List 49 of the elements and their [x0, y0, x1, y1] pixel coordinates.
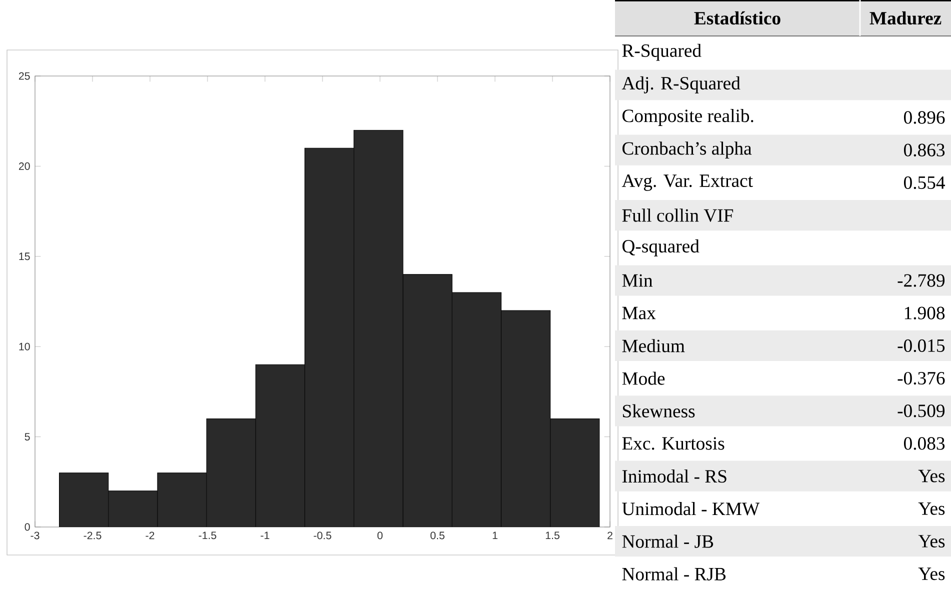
text: 0.863	[904, 144, 945, 156]
x-tick-label: 0.5	[430, 532, 444, 540]
text: 0.554	[904, 176, 946, 190]
x-tick-label: 0	[377, 532, 383, 540]
category-label: Q-squared	[622, 239, 700, 256]
category-label: Composite realib.	[622, 109, 754, 126]
x-tick-label: -2.5	[84, 532, 102, 540]
text: -2.789	[898, 274, 945, 287]
category-label: Adj. R-Squared	[622, 76, 740, 94]
x-tick-label: 1.5	[546, 532, 560, 540]
y-tick-label: 20	[18, 162, 30, 170]
category-label: Cronbach’s alpha	[622, 142, 752, 159]
y-tick-label: 5	[24, 433, 30, 441]
text: -0.015	[898, 339, 945, 352]
x-tick-label: -1.5	[198, 532, 216, 540]
category-label: Normal - RJB	[622, 567, 726, 580]
y-tick-label: 0	[24, 523, 30, 531]
text: Madurez	[870, 11, 942, 25]
text: Yes	[918, 535, 945, 548]
text: Yes	[918, 568, 945, 580]
category-label: Inimodal - RS	[622, 470, 726, 483]
text: 1.908	[904, 306, 945, 320]
category-label: Normal - JB	[622, 534, 714, 548]
text: Yes	[918, 502, 945, 515]
y-tick-label: 25	[18, 72, 30, 80]
text: Yes	[918, 470, 945, 482]
category-label: Max	[622, 306, 656, 320]
x-tick-label: -0.5	[314, 532, 332, 540]
category-label: Min	[622, 274, 653, 287]
category-label: Unimodal - KMW	[622, 502, 760, 516]
category-label: Mode	[622, 372, 665, 385]
text: -0.376	[898, 372, 945, 385]
category-label: Skewness	[622, 404, 695, 418]
text: -0.509	[898, 404, 945, 418]
text: 0.083	[904, 437, 945, 450]
y-tick-label: 15	[19, 252, 30, 260]
x-tick-label: -1	[260, 532, 270, 540]
category-label: Exc. Kurtosis	[622, 437, 724, 450]
x-tick-label: -2	[146, 532, 154, 540]
category-label: R-Squared	[622, 44, 702, 61]
y-tick-label: 10	[19, 342, 30, 350]
x-tick-label: -3	[30, 532, 40, 540]
category-label: Medium	[622, 339, 685, 352]
text: Estadístico	[694, 11, 780, 25]
category-label: Full collin VIF	[622, 208, 734, 222]
x-tick-label: 2	[608, 532, 612, 540]
text: 0.896	[904, 111, 945, 124]
category-label: Avg. Var. Extract	[622, 174, 753, 191]
x-tick-label: 1	[492, 532, 498, 540]
